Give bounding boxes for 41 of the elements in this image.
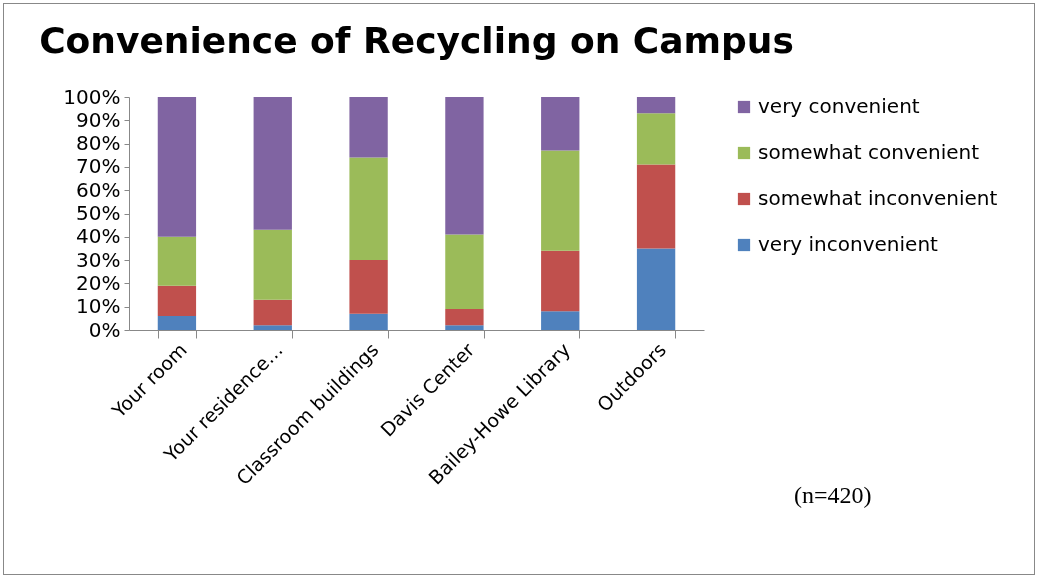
chart-title: Convenience of Recycling on Campus (39, 20, 794, 61)
y-tick-label: 80% (76, 131, 121, 156)
bar (349, 313, 388, 330)
y-tick-label: 10% (76, 294, 121, 319)
bar (541, 311, 580, 330)
bar (541, 250, 580, 312)
legend-label: somewhat inconvenient (758, 186, 998, 210)
bar (445, 325, 484, 330)
bar (541, 97, 580, 151)
y-tick-label: 40% (76, 224, 121, 249)
bar (636, 97, 676, 114)
legend-label: very inconvenient (758, 232, 939, 256)
bar (445, 234, 484, 310)
bar (636, 164, 676, 249)
y-tick-label: 0% (88, 317, 121, 342)
y-tick-label: 90% (76, 107, 121, 132)
bar (157, 236, 197, 286)
bar (349, 97, 388, 158)
bar (636, 248, 676, 330)
y-tick-label: 60% (76, 177, 121, 202)
y-tick-label: 30% (76, 247, 121, 272)
bar (445, 309, 484, 326)
bar (349, 157, 388, 261)
bar (253, 299, 292, 326)
y-tick-label: 20% (76, 270, 121, 295)
bar (349, 260, 388, 314)
bar (636, 113, 676, 165)
y-tick-label: 70% (76, 154, 121, 179)
y-tick-label: 50% (76, 201, 121, 225)
bar (253, 325, 292, 330)
legend-label: somewhat convenient (758, 140, 980, 164)
bar (253, 229, 292, 300)
bar (253, 97, 292, 230)
bar (157, 285, 197, 317)
text: (n=420) (794, 482, 872, 509)
bar (541, 150, 580, 251)
bar (445, 97, 484, 235)
legend-label: very convenient (758, 94, 920, 118)
bar (157, 97, 197, 237)
y-tick-label: 100% (63, 84, 121, 109)
bar (157, 316, 197, 330)
